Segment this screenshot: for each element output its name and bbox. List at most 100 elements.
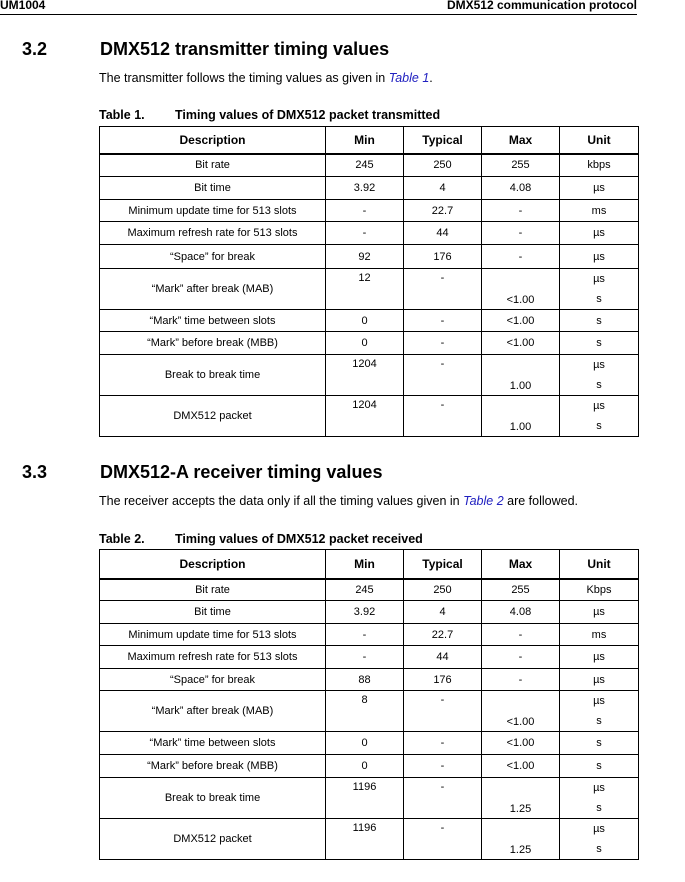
cell-description: “Mark” after break (MAB): [99, 268, 326, 310]
table-caption: Table 2. Timing values of DMX512 packet …: [99, 532, 423, 546]
unit-line: µs: [593, 273, 605, 285]
cell-typical: 250: [403, 153, 482, 177]
table-title: Timing values of DMX512 packet received: [175, 532, 423, 546]
table-row: “Mark” before break (MBB) 0- <1.00 s: [99, 331, 639, 355]
cell-typical: 4: [403, 600, 482, 624]
column-header-min: Min: [325, 549, 404, 580]
timing-table-received: Description Min Typical Max Unit Bit rate 245 2…: [99, 549, 639, 860]
table-header-row: Description Min Typical Max Unit: [99, 549, 639, 580]
cell-unit: s: [559, 754, 639, 778]
cell-min: 3.92: [325, 176, 404, 200]
cell-description: Maximum refresh rate for 513 slots: [99, 221, 326, 245]
unit-line: µs: [593, 782, 605, 794]
cell-unit: µs s: [559, 395, 639, 437]
cell-description: DMX512 packet: [99, 818, 326, 860]
cell-max: <1.00: [481, 268, 560, 310]
cell-max: -: [481, 199, 560, 222]
cell-max: <1.00: [481, 331, 560, 355]
cell-max: <1.00: [481, 731, 560, 755]
unit-line: kbps: [587, 159, 611, 172]
cell-unit: µs: [559, 244, 639, 269]
column-header-max: Max: [481, 549, 560, 580]
cell-typical: 44: [403, 645, 482, 669]
cell-description: Bit rate: [99, 578, 326, 601]
cell-min: 1196: [325, 777, 404, 819]
unit-line: s: [596, 314, 602, 327]
page-header: UM1004 DMX512 communication protocol: [0, 0, 637, 15]
table-caption: Table 1. Timing values of DMX512 packet …: [99, 108, 440, 122]
table-link[interactable]: Table 2: [463, 494, 504, 508]
cell-typical: -: [403, 268, 482, 310]
cell-max: 255: [481, 153, 560, 177]
cell-description: Bit rate: [99, 153, 326, 177]
table-row: “Mark” time between slots 0- <1.00 s: [99, 309, 639, 332]
cell-typical: 4: [403, 176, 482, 200]
table-row: Maximum refresh rate for 513 slots -44- µs: [99, 221, 639, 245]
cell-description: Minimum update time for 513 slots: [99, 623, 326, 646]
cell-min: 88: [325, 668, 404, 691]
unit-line: µs: [593, 400, 605, 412]
unit-line: µs: [593, 606, 605, 618]
cell-min: 92: [325, 244, 404, 269]
cell-min: 1204: [325, 395, 404, 437]
doc-id: UM1004: [0, 0, 46, 12]
unit-line: µs: [593, 250, 605, 263]
unit-line: µs: [593, 359, 605, 371]
table-row: Bit rate 245 250 255 kbps: [99, 153, 639, 177]
table-row: “Mark” before break (MBB) 0- <1.00 s: [99, 754, 639, 778]
cell-min: -: [325, 645, 404, 669]
cell-min: 1196: [325, 818, 404, 860]
cell-max: 1.25: [481, 777, 560, 819]
cell-description: DMX512 packet: [99, 395, 326, 437]
cell-min: 8: [325, 690, 404, 732]
cell-unit: µs: [559, 221, 639, 245]
cell-typical: 22.7: [403, 199, 482, 222]
section-number: 3.3: [22, 462, 48, 482]
cell-unit: µs: [559, 600, 639, 624]
cell-unit: Kbps: [559, 578, 639, 601]
table-title: Timing values of DMX512 packet transmitt…: [175, 108, 441, 122]
cell-typical: -: [403, 731, 482, 755]
cell-min: 3.92: [325, 600, 404, 624]
cell-description: “Mark” before break (MBB): [99, 331, 326, 355]
cell-typical: 250: [403, 578, 482, 601]
table-row: “Space” for break 88 176- µs: [99, 668, 639, 691]
unit-line: µs: [593, 695, 605, 707]
unit-line: s: [596, 802, 602, 814]
cell-min: 0: [325, 731, 404, 755]
table-row: Bit time 3.92 4 4.08 µs: [99, 176, 639, 200]
cell-min: 245: [325, 153, 404, 177]
table-row: DMX512 packet 1196-1.25 µs s: [99, 818, 639, 860]
cell-max: -: [481, 221, 560, 245]
cell-description: Break to break time: [99, 777, 326, 819]
table-link[interactable]: Table 1: [388, 71, 430, 85]
cell-max: -: [481, 244, 560, 269]
table-row: DMX512 packet 1204-1.00 µs s: [99, 395, 639, 437]
table-label: Table 2.: [99, 532, 145, 546]
table-row: Minimum update time for 513 slots -22.7- m…: [99, 199, 639, 222]
cell-description: Maximum refresh rate for 513 slots: [99, 645, 326, 669]
paragraph: The transmitter follows the timing value…: [99, 71, 433, 85]
cell-max: <1.00: [481, 754, 560, 778]
cell-typical: 176: [403, 244, 482, 269]
cell-max: <1.00: [481, 309, 560, 332]
cell-typical: 44: [403, 221, 482, 245]
cell-max: <1.00: [481, 690, 560, 732]
cell-description: “Space” for break: [99, 244, 326, 269]
doc-title: DMX512 communication protocol: [446, 0, 637, 12]
cell-min: 0: [325, 331, 404, 355]
cell-typical: -: [403, 395, 482, 437]
table-row: “Mark” after break (MAB) 12- <1.00 µs s: [99, 268, 639, 310]
cell-unit: µs s: [559, 354, 639, 396]
column-header-typical: Typical: [403, 126, 482, 155]
unit-line: µs: [593, 227, 605, 239]
column-header-description: Description: [99, 549, 326, 580]
cell-unit: µs s: [559, 268, 639, 310]
cell-typical: -: [403, 354, 482, 396]
column-header-max: Max: [481, 126, 560, 155]
timing-table-transmitted: Description Min Typical Max Unit Bit rate 245 2…: [99, 126, 639, 437]
cell-unit: s: [559, 331, 639, 355]
cell-typical: -: [403, 309, 482, 332]
unit-line: s: [596, 737, 602, 749]
paragraph: The receiver accepts the data only if al…: [99, 494, 578, 508]
